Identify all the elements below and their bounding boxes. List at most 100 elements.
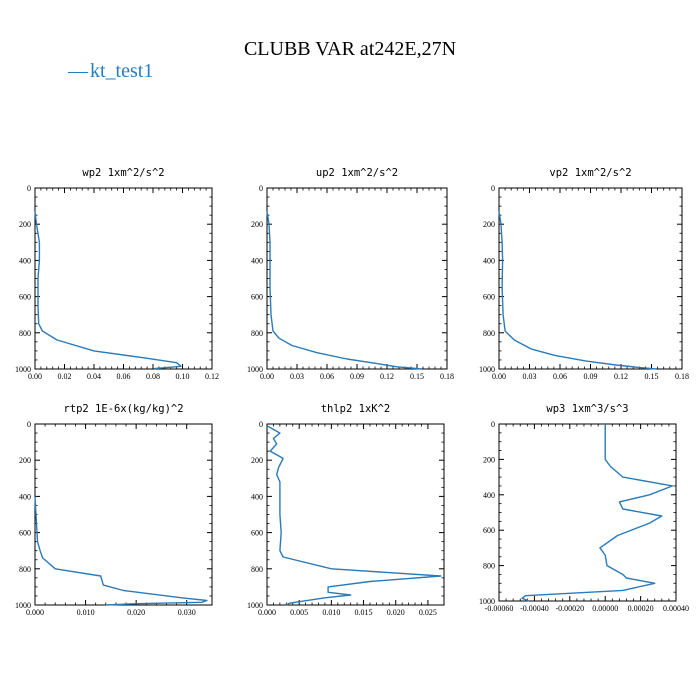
y-tick-label: 600 xyxy=(251,293,263,302)
x-tick-label: 0.02 xyxy=(58,372,72,381)
panel-2: up2 1xm^2/s^2 0.00 0.03 0.06 0.09 0.12 0.15 0.1… xyxy=(247,167,454,381)
plot-frame xyxy=(498,423,677,602)
series-line xyxy=(498,211,657,370)
panel-5: thlp2 1xK^2 0.000 0.005 0.010 0.015 0.020 0.02… xyxy=(247,403,445,617)
x-tick-label: -0.00060 xyxy=(485,604,514,613)
plot-frame xyxy=(34,423,213,606)
x-tick-label: 0.06 xyxy=(320,372,334,381)
y-tick-label: 400 xyxy=(19,492,31,501)
y-tick-label: 800 xyxy=(251,565,263,574)
y-tick-label: 800 xyxy=(483,562,495,571)
panel-title: thlp2 1xK^2 xyxy=(321,403,391,415)
panel-3: vp2 1xm^2/s^2 0.00 0.03 0.06 0.09 0.12 0.15 0.1… xyxy=(479,167,689,381)
x-tick-label: 0.18 xyxy=(440,372,454,381)
y-tick-label: 1000 xyxy=(479,365,495,374)
y-tick-label: 400 xyxy=(251,492,263,501)
x-tick-label: 0.00000 xyxy=(592,604,618,613)
x-tick-label: 0.15 xyxy=(645,372,659,381)
x-tick-label: 0.010 xyxy=(77,608,95,617)
x-tick-label: 0.00 xyxy=(28,372,42,381)
x-tick-label: -0.00040 xyxy=(520,604,549,613)
y-tick-label: 200 xyxy=(19,456,31,465)
plot-frame xyxy=(266,187,448,370)
y-tick-label: 0 xyxy=(259,420,263,429)
x-tick-label: 0.08 xyxy=(146,372,160,381)
x-tick-label: 0.00 xyxy=(492,372,506,381)
legend: — kt_test1 xyxy=(67,60,153,82)
y-tick-label: 600 xyxy=(251,529,263,538)
y-tick-label: 600 xyxy=(19,293,31,302)
y-tick-label: 0 xyxy=(491,420,495,429)
legend-symbol: — xyxy=(67,60,89,82)
y-tick-label: 0 xyxy=(27,420,31,429)
figure-title: CLUBB VAR at242E,27N xyxy=(244,38,456,60)
panel-title: wp2 1xm^2/s^2 xyxy=(82,167,164,179)
series-line xyxy=(266,425,442,606)
series-line xyxy=(34,496,208,606)
y-tick-label: 200 xyxy=(483,455,495,464)
x-tick-label: 0.12 xyxy=(380,372,394,381)
x-tick-label: 0.03 xyxy=(290,372,304,381)
y-tick-label: 0 xyxy=(259,184,263,193)
panel-6: wp3 1xm^3/s^3 -0.00060 -0.00040 -0.00020 0.0… xyxy=(479,403,689,613)
panel-title: wp3 1xm^3/s^3 xyxy=(546,403,628,415)
y-tick-label: 200 xyxy=(251,220,263,229)
x-tick-label: 0.015 xyxy=(355,608,373,617)
x-tick-label: 0.005 xyxy=(290,608,308,617)
y-tick-label: 0 xyxy=(27,184,31,193)
x-tick-label: 0.00020 xyxy=(628,604,654,613)
x-tick-label: 0.00040 xyxy=(663,604,689,613)
x-tick-label: 0.03 xyxy=(523,372,537,381)
x-tick-label: 0.15 xyxy=(410,372,424,381)
y-tick-label: 1000 xyxy=(247,601,263,610)
x-tick-label: 0.010 xyxy=(322,608,340,617)
panel-1: wp2 1xm^2/s^2 0.00 0.02 0.04 0.06 0.08 0.10 0.1… xyxy=(15,167,219,381)
y-tick-label: 1000 xyxy=(247,365,263,374)
y-tick-label: 1000 xyxy=(15,365,31,374)
y-tick-label: 800 xyxy=(19,565,31,574)
x-tick-label: 0.04 xyxy=(87,372,101,381)
panel-4: rtp2 1E-6x(kg/kg)^2 0.000 0.010 0.020 0.030 0… xyxy=(15,403,213,617)
x-tick-label: 0.020 xyxy=(387,608,405,617)
x-tick-label: -0.00020 xyxy=(555,604,584,613)
y-tick-label: 400 xyxy=(483,491,495,500)
x-tick-label: 0.000 xyxy=(26,608,44,617)
y-tick-label: 600 xyxy=(19,529,31,538)
x-tick-label: 0.10 xyxy=(176,372,190,381)
series-line xyxy=(34,211,182,370)
x-tick-label: 0.18 xyxy=(675,372,689,381)
series-line xyxy=(266,211,423,370)
x-tick-label: 0.025 xyxy=(419,608,437,617)
y-tick-label: 1000 xyxy=(479,597,495,606)
x-tick-label: 0.000 xyxy=(258,608,276,617)
x-tick-label: 0.06 xyxy=(117,372,131,381)
y-tick-label: 400 xyxy=(251,256,263,265)
y-tick-label: 400 xyxy=(483,256,495,265)
y-tick-label: 400 xyxy=(19,256,31,265)
y-tick-label: 800 xyxy=(19,329,31,338)
y-tick-label: 600 xyxy=(483,293,495,302)
legend-label: kt_test1 xyxy=(90,60,153,82)
y-tick-label: 600 xyxy=(483,526,495,535)
x-tick-label: 0.09 xyxy=(584,372,598,381)
y-tick-label: 200 xyxy=(251,456,263,465)
y-tick-label: 800 xyxy=(483,329,495,338)
series-line xyxy=(521,424,674,602)
x-tick-label: 0.09 xyxy=(350,372,364,381)
y-tick-label: 800 xyxy=(251,329,263,338)
y-tick-label: 200 xyxy=(483,220,495,229)
panel-title: rtp2 1E-6x(kg/kg)^2 xyxy=(63,403,183,415)
x-tick-label: 0.06 xyxy=(553,372,567,381)
x-tick-label: 0.030 xyxy=(178,608,196,617)
panel-title: vp2 1xm^2/s^2 xyxy=(549,167,631,179)
y-tick-label: 1000 xyxy=(15,601,31,610)
x-tick-label: 0.020 xyxy=(127,608,145,617)
y-tick-label: 200 xyxy=(19,220,31,229)
x-tick-label: 0.12 xyxy=(614,372,628,381)
panel-title: up2 1xm^2/s^2 xyxy=(316,167,398,179)
x-tick-label: 0.00 xyxy=(260,372,274,381)
plot-frame xyxy=(498,187,683,370)
x-tick-label: 0.12 xyxy=(205,372,219,381)
y-tick-label: 0 xyxy=(491,184,495,193)
